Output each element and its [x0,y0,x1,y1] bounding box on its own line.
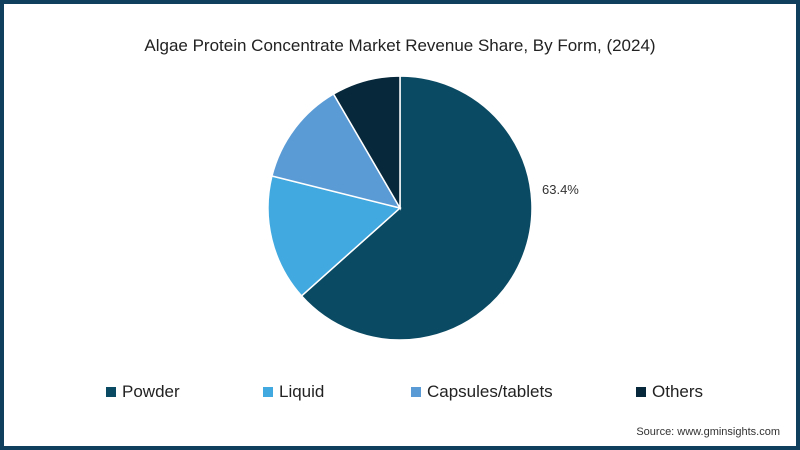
legend-item-others: Others [636,382,703,402]
legend-item-capsules: Capsules/tablets [411,382,553,402]
legend-label: Others [652,382,704,401]
legend: Powder Liquid Capsules/tablets Others [0,382,800,404]
others-swatch [636,387,646,397]
legend-item-powder: Powder [106,382,180,402]
pie-slice-others [332,75,401,211]
pie-slice-powder [300,75,533,341]
powder-data-label: 63.4% [542,182,579,197]
liquid-swatch [263,387,273,397]
legend-label: Liquid [279,382,325,401]
legend-label: Powder [122,382,180,401]
chart-title: Algae Protein Concentrate Market Revenue… [144,36,656,55]
powder-swatch [106,387,116,397]
legend-item-liquid: Liquid [263,382,324,402]
pie-slice-capsules-tablets [271,92,402,210]
legend-label: Capsules/tablets [427,382,553,401]
pie-slice-liquid [267,175,402,297]
source-note: Source: www.gminsights.com [636,426,780,438]
capsules-swatch [411,387,421,397]
